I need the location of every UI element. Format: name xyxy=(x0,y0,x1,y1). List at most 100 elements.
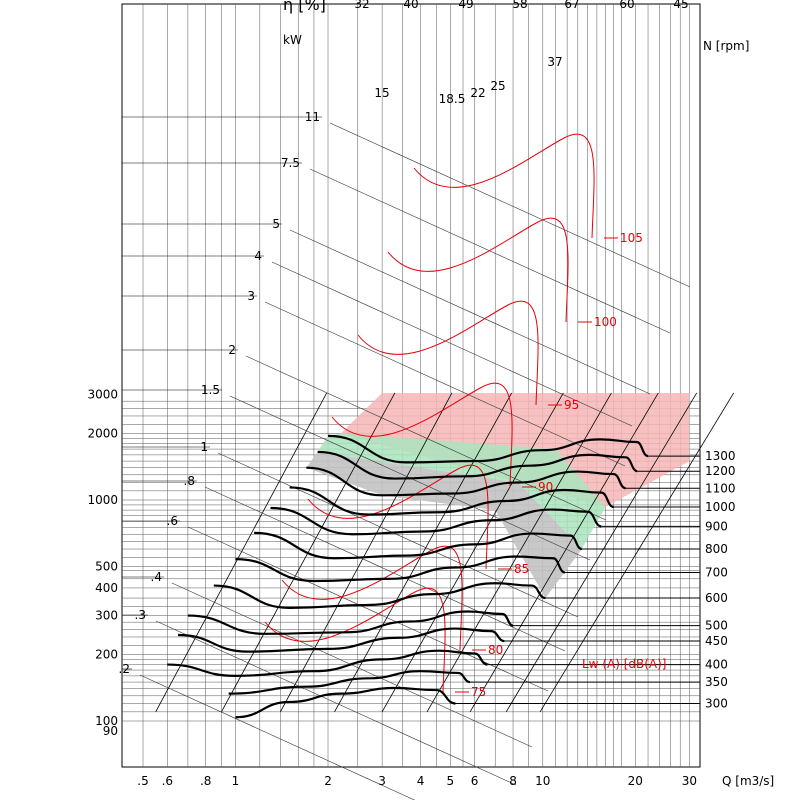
speed-curve xyxy=(270,506,602,536)
rpm-value-label: 1300 xyxy=(705,449,736,463)
noise-curve xyxy=(307,464,489,570)
rpm-value-label: 350 xyxy=(705,675,728,689)
labels: Q [m3/s] N [rpm] kW η [%] Lw (A) [dB(A)]… xyxy=(87,0,774,788)
power-value-label: .4 xyxy=(151,570,162,584)
noise-curve xyxy=(387,217,569,323)
x-tick-label: 8 xyxy=(509,774,517,788)
speed-curve xyxy=(289,486,614,516)
speed-curve xyxy=(254,531,583,560)
power-value-label: 1 xyxy=(200,440,208,454)
power-value-label: 22 xyxy=(470,86,485,100)
power-line xyxy=(139,674,416,800)
speed-curve xyxy=(306,466,626,497)
efficiency-line xyxy=(155,392,328,713)
noise-curve xyxy=(281,545,463,651)
power-value-label: 2 xyxy=(228,343,236,357)
power-line xyxy=(217,452,579,618)
x-tick-label: 20 xyxy=(628,774,643,788)
rpm-value-label: 450 xyxy=(705,634,728,648)
speed-curve xyxy=(317,450,638,480)
x-tick-label: 1 xyxy=(232,774,240,788)
power-line xyxy=(309,168,671,334)
speed-curve xyxy=(328,434,649,464)
rpm-value-label: 300 xyxy=(705,697,728,711)
speed-curve xyxy=(228,670,471,695)
speed-curve xyxy=(167,649,488,677)
rpm-value-label: 900 xyxy=(705,519,728,533)
power-value-label: .2 xyxy=(119,662,130,676)
efficiency-line xyxy=(280,392,453,713)
rpm-value-label: 600 xyxy=(705,591,728,605)
noise-axis-label: Lw (A) [dB(A)] xyxy=(582,657,667,671)
speed-curve xyxy=(235,686,456,719)
operating-regions xyxy=(306,392,690,599)
power-value-label: .6 xyxy=(167,514,178,528)
power-line xyxy=(264,301,626,467)
speed-curve xyxy=(235,555,566,583)
y-tick-label: 1000 xyxy=(87,493,118,507)
efficiency-value-label: 45 xyxy=(673,0,688,11)
efficiency-value-label: 49 xyxy=(458,0,473,11)
rpm-value-label: 1100 xyxy=(705,481,736,495)
efficiency-axis-label: η [%] xyxy=(283,0,326,14)
noise-value-label: 100 xyxy=(594,315,617,329)
noise-value-label: 80 xyxy=(488,643,503,657)
power-line xyxy=(204,486,566,652)
noise-value-label: 95 xyxy=(564,398,579,412)
power-value-label: 1.5 xyxy=(201,383,220,397)
speed-curve xyxy=(187,610,514,635)
y-tick-label: 300 xyxy=(95,609,118,623)
power-line xyxy=(271,261,633,427)
rpm-value-label: 700 xyxy=(705,565,728,579)
efficiency-line xyxy=(505,392,698,713)
power-line xyxy=(187,526,549,692)
region-green xyxy=(317,433,606,550)
efficiency-value-label: 67 xyxy=(564,0,579,11)
noise-curve xyxy=(357,300,539,406)
power-line xyxy=(329,122,691,288)
power-value-label: .8 xyxy=(184,474,195,488)
y-tick-label: 3000 xyxy=(87,388,118,402)
speed-curves xyxy=(167,434,649,719)
power-value-label: 4 xyxy=(254,249,262,263)
rpm-value-label: 1200 xyxy=(705,464,736,478)
x-tick-label: 6 xyxy=(471,774,479,788)
efficiency-value-label: 60 xyxy=(619,0,634,11)
noise-value-label: 85 xyxy=(514,562,529,576)
y-tick-label: 400 xyxy=(95,581,118,595)
rpm-axis-label: N [rpm] xyxy=(703,39,749,53)
efficiency-line xyxy=(334,392,513,713)
x-axis-label: Q [m3/s] xyxy=(722,774,774,788)
rpm-value-label: 800 xyxy=(705,542,728,556)
power-value-label: 7.5 xyxy=(281,156,300,170)
speed-curve xyxy=(178,627,505,653)
x-tick-label: 3 xyxy=(378,774,386,788)
efficiency-value-label: 32 xyxy=(354,0,369,11)
plot-frame xyxy=(121,3,701,768)
power-value-label: 5 xyxy=(272,217,280,231)
y-tick-label: 2000 xyxy=(87,426,118,440)
x-tick-label: 2 xyxy=(324,774,332,788)
power-axis-label: kW xyxy=(283,33,302,47)
y-tick-label: 500 xyxy=(95,560,118,574)
noise-value-label: 105 xyxy=(620,231,643,245)
x-tick-label: 10 xyxy=(535,774,550,788)
rpm-value-label: 1000 xyxy=(705,500,736,514)
speed-curve xyxy=(213,582,546,609)
x-tick-label: .5 xyxy=(137,774,148,788)
rpm-value-label: 500 xyxy=(705,619,728,633)
power-value-label: 18.5 xyxy=(439,92,466,106)
power-value-label: 25 xyxy=(490,79,505,93)
power-value-label: 37 xyxy=(547,55,562,69)
y-tick-label: 90 xyxy=(103,724,118,738)
power-value-label: .3 xyxy=(135,608,146,622)
x-tick-label: 4 xyxy=(417,774,425,788)
efficiency-line xyxy=(381,392,564,713)
noise-curve xyxy=(413,133,595,239)
power-line xyxy=(155,620,517,786)
y-tick-label: 200 xyxy=(95,647,118,661)
region-gray xyxy=(306,451,582,599)
